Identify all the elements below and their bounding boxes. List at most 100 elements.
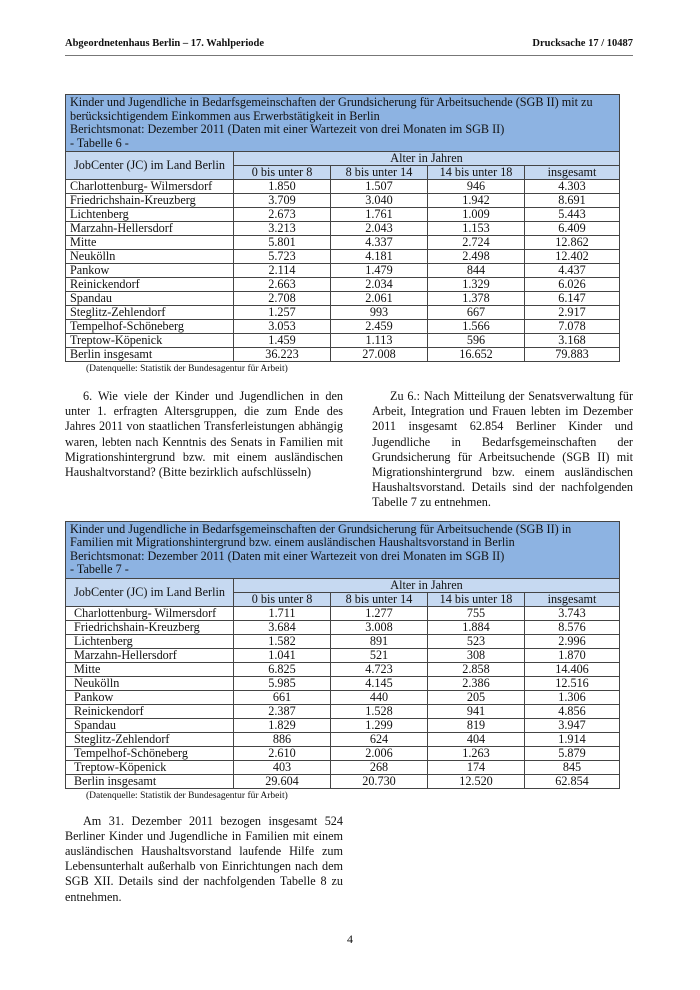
value-cell: 62.854 [524, 773, 620, 789]
value-cell: 3.040 [330, 193, 428, 208]
value-cell: 403 [233, 759, 331, 775]
value-cell: 27.008 [330, 347, 428, 362]
value-cell: 12.862 [524, 235, 620, 250]
value-cell: 3.053 [233, 319, 331, 334]
table-row: Marzahn-Hellersdorf 1.041 521 308 1.870 [65, 647, 620, 663]
value-cell: 12.402 [524, 249, 620, 264]
value-cell: 8.576 [524, 619, 620, 635]
value-cell: 4.145 [330, 675, 428, 691]
table-title-line: Berichtsmonat: Dezember 2011 (Daten mit … [70, 548, 505, 563]
value-cell: 3.684 [233, 619, 331, 635]
table-row: Steglitz-Zehlendorf 1.257 993 667 2.917 [65, 305, 620, 320]
value-cell: 4.337 [330, 235, 428, 250]
question-answer-columns: 6. Wie viele der Kinder und Jugendlichen… [65, 389, 633, 511]
value-cell: 1.582 [233, 633, 331, 649]
table-title-line: Berichtsmonat: Dezember 2011 (Daten mit … [70, 122, 505, 136]
district-name: Treptow-Köpenick [65, 759, 234, 775]
value-cell: 1.009 [427, 207, 525, 222]
district-name: Friedrichshain-Kreuzberg [65, 619, 234, 635]
value-cell: 1.277 [330, 605, 428, 621]
district-name: Spandau [65, 291, 234, 306]
value-cell: 1.329 [427, 277, 525, 292]
table-row: Neukölln 5.723 4.181 2.498 12.402 [65, 249, 620, 264]
value-cell: 4.181 [330, 249, 428, 264]
district-name: Treptow-Köpenick [65, 333, 234, 348]
table-7-source: (Datenquelle: Statistik der Bundesagentu… [86, 790, 288, 801]
value-cell: 1.041 [233, 647, 331, 663]
table-row: Reinickendorf 2.663 2.034 1.329 6.026 [65, 277, 620, 292]
table-row: Berlin insgesamt 36.223 27.008 16.652 79.883 [65, 347, 620, 362]
value-cell: 3.213 [233, 221, 331, 236]
table-row: Tempelhof-Schöneberg 3.053 2.459 1.566 7.078 [65, 319, 620, 334]
value-cell: 941 [427, 703, 525, 719]
group-header-age: Alter in Jahren [233, 577, 620, 593]
value-cell: 521 [330, 647, 428, 663]
table-title-line: - Tabelle 6 - [70, 135, 129, 150]
value-cell: 2.498 [427, 249, 525, 264]
district-name: Charlottenburg- Wilmersdorf [65, 605, 234, 621]
value-cell: 2.459 [330, 319, 428, 334]
value-cell: 2.724 [427, 235, 525, 250]
value-cell: 5.879 [524, 745, 620, 761]
value-cell: 755 [427, 605, 525, 621]
value-cell: 1.850 [233, 179, 331, 194]
value-cell: 1.870 [524, 647, 620, 663]
value-cell: 3.168 [524, 333, 620, 348]
value-cell: 624 [330, 731, 428, 747]
column-header: insgesamt [524, 165, 620, 180]
value-cell: 1.257 [233, 305, 331, 320]
column-header: 14 bis unter 18 [427, 591, 525, 607]
question-6: 6. Wie viele der Kinder und Jugendlichen… [65, 389, 343, 480]
header-left: Abgeordnetenhaus Berlin – 17. Wahlperiod… [65, 38, 265, 49]
table-row: Charlottenburg- Wilmersdorf 1.850 1.507 946… [65, 179, 620, 194]
district-name: Berlin insgesamt [65, 773, 234, 789]
district-name: Tempelhof-Schöneberg [65, 319, 234, 334]
table-row: Pankow 2.114 1.479 844 4.437 [65, 263, 620, 278]
value-cell: 7.078 [524, 319, 620, 334]
table-title-row: Kinder und Jugendliche in Bedarfsgemeins… [65, 520, 620, 579]
value-cell: 308 [427, 647, 525, 663]
district-name: Marzahn-Hellersdorf [65, 221, 234, 236]
district-name: Mitte [65, 235, 234, 250]
table-title: Kinder und Jugendliche in Bedarfsgemeins… [65, 94, 620, 152]
value-cell: 2.917 [524, 305, 620, 320]
table-row: Tempelhof-Schöneberg 2.610 2.006 1.263 5.879 [65, 745, 620, 761]
table-header-row: JobCenter (JC) im Land Berlin Alter in Ja… [65, 151, 620, 180]
district-name: Marzahn-Hellersdorf [65, 647, 234, 663]
value-cell: 1.507 [330, 179, 428, 194]
table-row: Friedrichshain-Kreuzberg 3.709 3.040 1.942 8… [65, 193, 620, 208]
value-cell: 1.528 [330, 703, 428, 719]
district-name: Friedrichshain-Kreuzberg [65, 193, 234, 208]
value-cell: 174 [427, 759, 525, 775]
value-cell: 2.858 [427, 661, 525, 677]
value-cell: 886 [233, 731, 331, 747]
value-cell: 946 [427, 179, 525, 194]
district-name: Reinickendorf [65, 703, 234, 719]
column-header: 0 bis unter 8 [233, 591, 331, 607]
value-cell: 1.378 [427, 291, 525, 306]
table-row: Treptow-Köpenick 403 268 174 845 [65, 759, 620, 775]
column-header-jobcenter: JobCenter (JC) im Land Berlin [65, 151, 234, 180]
value-cell: 2.034 [330, 277, 428, 292]
district-name: Neukölln [65, 249, 234, 264]
value-cell: 1.566 [427, 319, 525, 334]
table-row: Charlottenburg- Wilmersdorf 1.711 1.277 755… [65, 605, 620, 621]
value-cell: 12.520 [427, 773, 525, 789]
column-header: 8 bis unter 14 [330, 165, 428, 180]
district-name: Tempelhof-Schöneberg [65, 745, 234, 761]
value-cell: 1.459 [233, 333, 331, 348]
value-cell: 6.147 [524, 291, 620, 306]
value-cell: 79.883 [524, 347, 620, 362]
value-cell: 404 [427, 731, 525, 747]
value-cell: 1.479 [330, 263, 428, 278]
district-name: Pankow [65, 689, 234, 705]
table-title: Kinder und Jugendliche in Bedarfsgemeins… [65, 520, 620, 579]
district-name: Lichtenberg [65, 207, 234, 222]
value-cell: 8.691 [524, 193, 620, 208]
value-cell: 2.663 [233, 277, 331, 292]
table-row: Berlin insgesamt 29.604 20.730 12.520 62.854 [65, 773, 620, 789]
table-7: Kinder und Jugendliche in Bedarfsgemeins… [65, 520, 620, 789]
value-cell: 1.113 [330, 333, 428, 348]
value-cell: 5.443 [524, 207, 620, 222]
